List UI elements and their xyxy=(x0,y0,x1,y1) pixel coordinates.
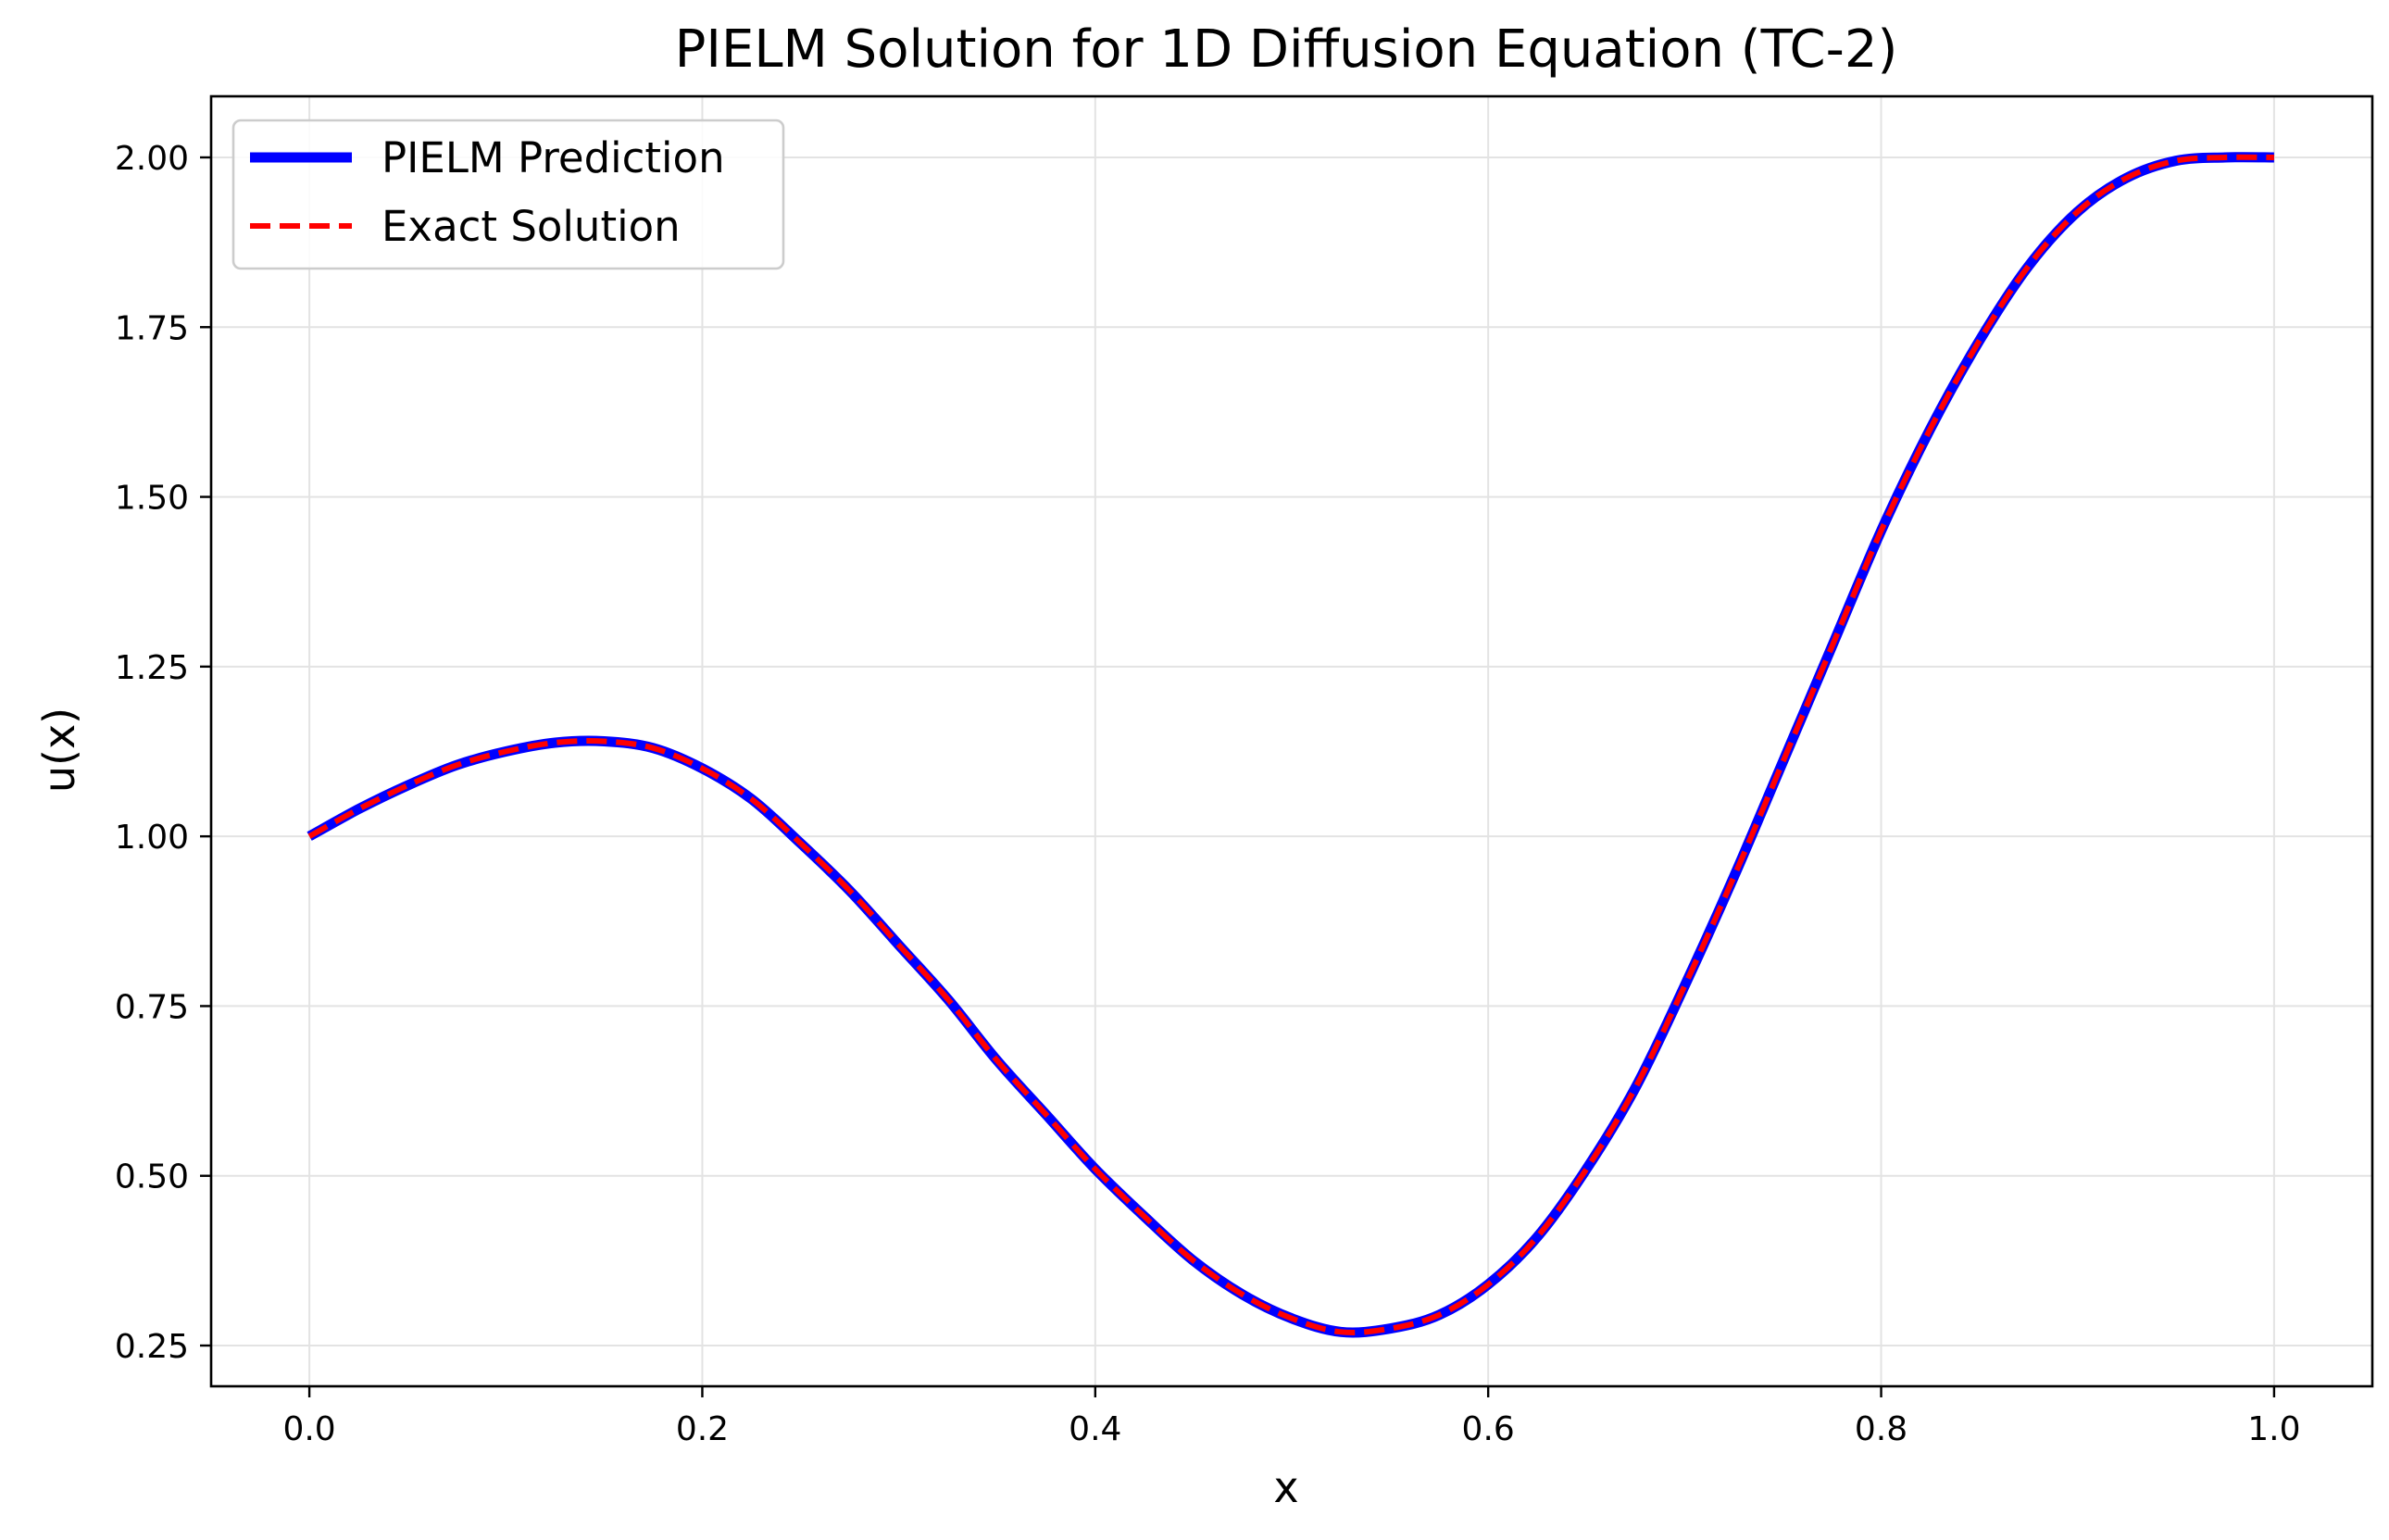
x-tick-label: 0.4 xyxy=(1069,1410,1121,1448)
y-tick-label: 0.50 xyxy=(115,1158,189,1196)
x-tick-label: 0.8 xyxy=(1855,1410,1907,1448)
y-tick-label: 1.00 xyxy=(115,819,189,857)
y-tick-label: 1.25 xyxy=(115,649,189,687)
legend-frame xyxy=(231,119,785,270)
y-tick-label: 1.75 xyxy=(115,309,189,347)
chart-title: PIELM Solution for 1D Diffusion Equation… xyxy=(675,19,1898,80)
grid xyxy=(211,96,2372,1386)
series-layer xyxy=(306,152,2274,1338)
y-tick-label: 0.25 xyxy=(115,1328,189,1366)
x-tick-label: 0.2 xyxy=(676,1410,729,1448)
x-tick-label: 0.0 xyxy=(282,1410,335,1448)
x-tick-label: 0.6 xyxy=(1462,1410,1515,1448)
legend-label-pielm: PIELM Prediction xyxy=(381,133,725,182)
legend-label-exact: Exact Solution xyxy=(381,202,681,251)
x-tick-label: 1.0 xyxy=(2247,1410,2300,1448)
x-axis-label: x xyxy=(1273,1462,1298,1512)
y-tick-label: 0.75 xyxy=(115,988,189,1026)
y-tick-label: 2.00 xyxy=(115,140,189,178)
series-line-exact-solution xyxy=(307,154,2274,1335)
axis-ticks: 0.0 0.2 0.4 0.6 0.8 1.0 0.25 0.50 0.75 1.00 1.25 1.… xyxy=(115,140,2301,1448)
plot-frame xyxy=(209,94,2374,1388)
y-axis-label: u(x) xyxy=(34,707,84,793)
legend: PIELM Prediction Exact Solution xyxy=(231,119,785,270)
y-tick-label: 1.50 xyxy=(115,480,189,518)
